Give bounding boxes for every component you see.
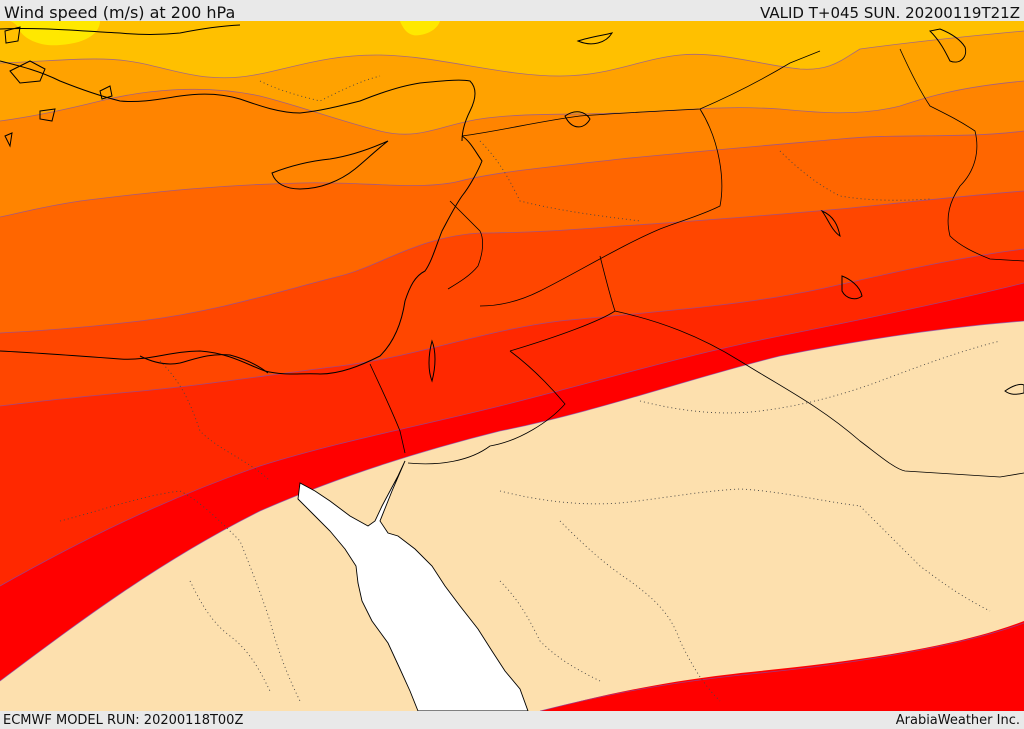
admin-boundary [259, 75, 381, 102]
border-syria-lebanon [447, 200, 484, 290]
egypt-delta-coast [139, 354, 269, 374]
isotach-contour [0, 282, 1024, 587]
map-title: Wind speed (m/s) at 200 hPa [4, 3, 236, 22]
lake-urmia [576, 32, 614, 45]
admin-boundary [779, 150, 931, 201]
band-1-north [400, 21, 440, 36]
admin-boundary [499, 580, 601, 682]
isotach-contour [0, 320, 1024, 682]
valid-time: VALID T+045 SUN. 20200119T21Z [760, 4, 1020, 22]
admin-boundary [859, 505, 991, 612]
band-below-threshold [0, 321, 1024, 711]
border-turkey-syria [461, 50, 821, 137]
band-1 [0, 21, 100, 46]
isotach-contour [0, 248, 1024, 407]
lake-van [564, 111, 591, 128]
arabian-gulf-coast [1004, 383, 1024, 395]
isotach-contour [539, 622, 1024, 711]
map-header: Wind speed (m/s) at 200 hPa VALID T+045 … [0, 0, 1024, 22]
cyprus-coastline [271, 140, 389, 190]
map-footer: ECMWF MODEL RUN: 20200118T00Z ArabiaWeat… [0, 711, 1024, 729]
credit: ArabiaWeather Inc. [895, 713, 1020, 728]
caspian-coast [928, 28, 967, 63]
border-iraq-iran [899, 48, 1024, 262]
admin-boundary [639, 340, 1001, 414]
isotach-contour [0, 30, 1024, 79]
red-sea [297, 460, 529, 711]
aegean-islands [4, 26, 113, 148]
isotach-contour [0, 130, 1024, 218]
admin-boundary [189, 580, 271, 692]
tharthar-lake [820, 209, 841, 238]
border-jordan-iraq [509, 255, 616, 352]
model-run: ECMWF MODEL RUN: 20200118T00Z [3, 713, 244, 728]
dead-sea-outline [428, 339, 436, 383]
border-jordan-saudi [407, 350, 566, 465]
border-syria-iraq [479, 108, 723, 307]
anatolia-coastline [0, 60, 476, 142]
black-sea-coast [0, 24, 241, 35]
wind-speed-map [0, 21, 1024, 711]
border-iraq-saudi [614, 310, 1024, 478]
levant-coastline [0, 135, 483, 375]
isotach-contour [0, 190, 1024, 334]
border-egypt-israel [369, 363, 406, 454]
razazah-lake [841, 275, 863, 300]
band-2 [0, 21, 1024, 78]
admin-boundary [159, 360, 271, 482]
band-8-south [540, 623, 1024, 711]
isotach-contour [0, 80, 1024, 135]
